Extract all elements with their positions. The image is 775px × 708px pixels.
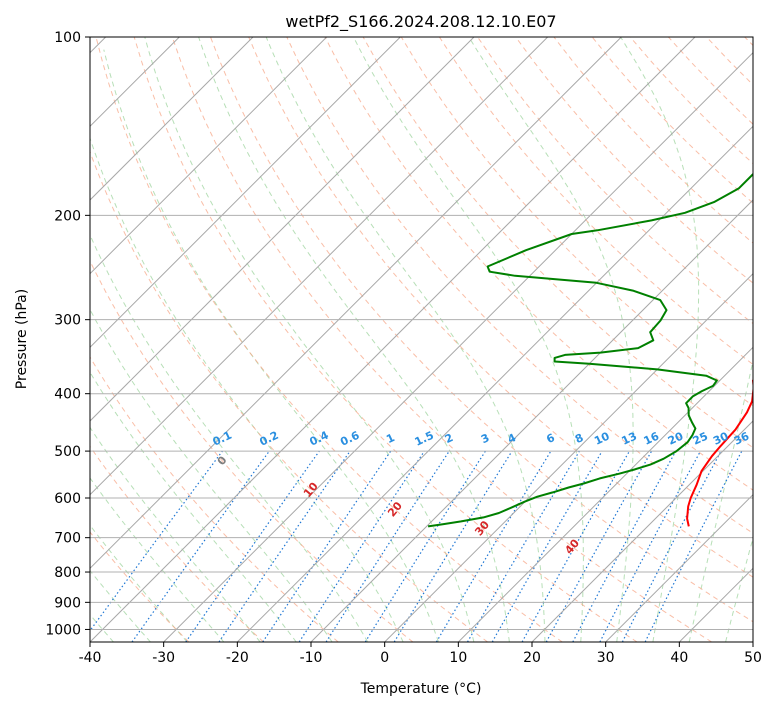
dry-adiabat-line (400, 37, 753, 407)
dry-adiabat-line (171, 37, 712, 642)
isotherm-line (90, 37, 549, 496)
moist-adiabat-line (144, 37, 475, 642)
mixing-ratio-label: 20 (666, 429, 686, 447)
moist-adiabat-line (90, 426, 261, 642)
moist-adiabat-line (90, 136, 404, 642)
y-tick-label: 300 (54, 313, 81, 329)
moist-adiabat-line (90, 524, 188, 642)
mixing-ratio-line (521, 450, 631, 642)
dry-adiabat-line (248, 37, 753, 578)
mixing-ratio-label: 16 (642, 429, 662, 447)
y-tick-label: 400 (54, 387, 81, 403)
isotherm-line (310, 199, 753, 642)
y-tick-label: 700 (54, 531, 81, 547)
dry-adiabat-line (90, 150, 488, 642)
moist-adiabat-line (103, 49, 439, 642)
isotherm-line (384, 272, 753, 642)
y-tick-label: 100 (54, 30, 81, 46)
dry-adiabat-line (210, 37, 753, 623)
isotherm-line (605, 493, 753, 642)
dry-adiabat-line (90, 531, 190, 642)
isotherm-line (531, 420, 753, 642)
x-tick-label: 50 (744, 650, 762, 666)
mixing-ratio-label: 30 (711, 429, 731, 447)
moist-adiabat-line (620, 37, 700, 642)
profiles (427, 172, 753, 528)
isotherm-line (457, 346, 753, 642)
y-tick-label: 800 (54, 565, 81, 581)
mixing-ratio-line (325, 450, 450, 642)
dry-adiabat-line (90, 356, 339, 642)
mixing-ratio-line (185, 450, 320, 642)
isotherm-line (90, 37, 622, 570)
x-tick-label: -30 (152, 650, 175, 666)
x-tick-label: -40 (79, 650, 102, 666)
mixing-ratio-label: 36 (732, 429, 752, 447)
mixing-ratio-line (545, 450, 653, 642)
isotherm-line (90, 37, 475, 422)
x-tick-label: 30 (597, 650, 615, 666)
mixing-ratio-line (572, 450, 677, 642)
x-axis: -40 -30 -20 -10 0 10 20 30 40 50 (79, 642, 762, 666)
dry-adiabat-line (133, 37, 638, 642)
mixing-ratio-line (393, 450, 513, 642)
y-tick-label: 900 (54, 595, 81, 611)
moist-adiabat-line (90, 371, 297, 642)
dry-adiabat-line (90, 445, 264, 642)
x-tick-label: 40 (670, 650, 688, 666)
dry-adiabat-line (438, 37, 753, 366)
mixing-ratio-lines (90, 450, 743, 642)
dry-adiabat-line (515, 37, 753, 284)
moist-adiabat-line (265, 37, 546, 642)
isotherm-line (163, 51, 753, 642)
mixing-ratio-label: 10 (592, 429, 612, 447)
x-tick-label: 0 (380, 650, 389, 666)
mixing-ratio-label: 13 (620, 430, 639, 448)
isotherm-line (90, 37, 254, 201)
x-tick-label: -10 (300, 650, 323, 666)
x-tick-label: -20 (226, 650, 249, 666)
y-tick-label: 1000 (45, 622, 81, 638)
mixing-ratio-line (131, 450, 270, 642)
dry-adiabat-line (95, 37, 563, 642)
isotherm-line (90, 37, 401, 349)
y-tick-label: 500 (54, 444, 81, 460)
dewpoint-profile (427, 172, 753, 528)
mixing-ratio-line (90, 450, 223, 632)
mixing-ratio-line (262, 450, 392, 642)
x-axis-label: Temperature (°C) (360, 681, 482, 697)
moist-adiabat-line (90, 569, 151, 642)
isobars (90, 37, 753, 630)
mixing-ratio-line (218, 450, 351, 642)
y-tick-label: 200 (54, 208, 81, 224)
moist-adiabat-line (353, 37, 584, 642)
isotherm-line (236, 125, 753, 642)
x-tick-label: 10 (449, 650, 467, 666)
mixing-ratio-line (298, 450, 425, 642)
y-axis: 100 200 300 400 500 600 700 800 900 1000 (45, 30, 90, 638)
isotherms (90, 37, 753, 642)
x-tick-label: 20 (523, 650, 541, 666)
temperature-profile (686, 379, 753, 527)
plot-frame (89, 36, 754, 643)
moist-adiabat-line (90, 233, 369, 642)
mixing-ratio-line (644, 450, 743, 642)
isotherm-line (90, 37, 328, 275)
isotherm-line (90, 37, 696, 642)
plot-area (90, 37, 753, 642)
chart-title: wetPf2_S166.2024.208.12.10.E07 (285, 12, 556, 32)
mixing-ratio-label: 25 (691, 430, 710, 448)
moist-adiabat-line (90, 308, 333, 642)
y-axis-label: Pressure (hPa) (14, 289, 30, 389)
y-tick-label: 600 (54, 491, 81, 507)
